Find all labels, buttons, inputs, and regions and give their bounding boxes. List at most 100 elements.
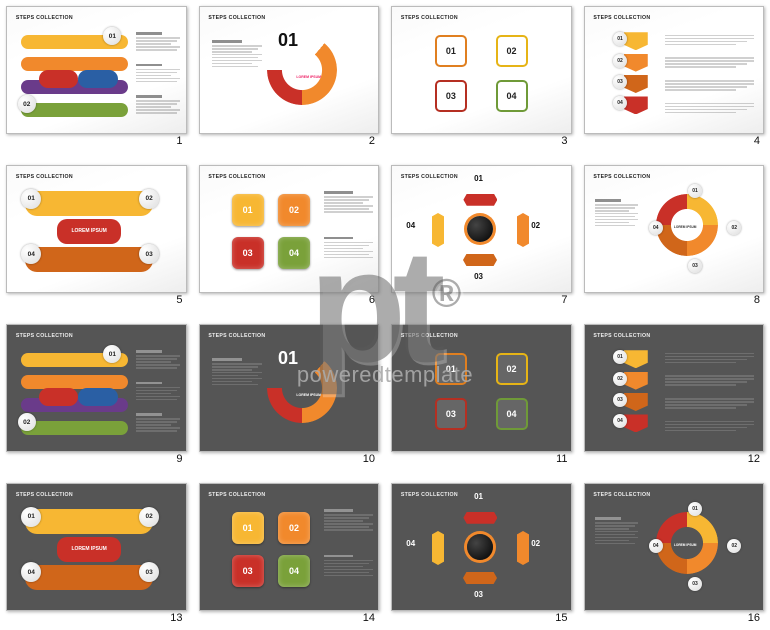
slide-title: STEPS COLLECTION <box>593 333 650 339</box>
thumbnail-grid: STEPS COLLECTION0102 1 STEPS COLLECTION0… <box>0 0 770 630</box>
inner-stripe <box>39 388 78 406</box>
slide-title: STEPS COLLECTION <box>208 492 265 498</box>
slide-number: 8 <box>584 293 765 306</box>
slide-thumbnail[interactable]: STEPS COLLECTION01020304 <box>391 324 572 452</box>
step-badge: 01 <box>21 189 41 209</box>
step-tile: 03 <box>435 398 467 430</box>
slide-title: STEPS COLLECTION <box>593 492 650 498</box>
stripe <box>21 103 128 117</box>
lozenge-step <box>463 194 497 206</box>
slide-title: STEPS COLLECTION <box>16 333 73 339</box>
slide-number: 1 <box>6 134 187 147</box>
lozenge-step <box>432 213 444 247</box>
step-tile: 04 <box>278 555 310 587</box>
inner-stripe <box>78 70 117 88</box>
step-badge: 02 <box>18 95 36 113</box>
slide-thumbnail[interactable]: STEPS COLLECTION01020304 <box>199 165 380 293</box>
chevron-step <box>624 75 648 93</box>
donut-center-label: LOREM IPSUM <box>670 537 700 555</box>
thumbnail-cell: STEPS COLLECTION01020304 12 <box>584 324 765 465</box>
slide-thumbnail[interactable]: STEPS COLLECTION01LOREM IPSUM <box>199 6 380 134</box>
step-badge: 02 <box>139 507 159 527</box>
text-block <box>665 398 754 416</box>
step-tile: 01 <box>435 35 467 67</box>
slide-number: 10 <box>199 452 380 465</box>
slide-thumbnail[interactable]: STEPS COLLECTION0102 <box>6 6 187 134</box>
step-badge: 02 <box>139 189 159 209</box>
slide-thumbnail[interactable]: STEPS COLLECTION01LOREM IPSUM <box>199 324 380 452</box>
slide-title: STEPS COLLECTION <box>401 333 458 339</box>
loop-bar <box>25 191 154 216</box>
step-tile: 03 <box>232 555 264 587</box>
slide-number: 15 <box>391 611 572 624</box>
slide-title: STEPS COLLECTION <box>16 492 73 498</box>
thumbnail-cell: STEPS COLLECTION01LOREM IPSUM 2 <box>199 6 380 147</box>
slide-thumbnail[interactable]: STEPS COLLECTION 01 02 03 04 <box>199 483 380 611</box>
slide-thumbnail[interactable]: STEPS COLLECTIONLOREM IPSUM01020304 <box>6 483 187 611</box>
slide-thumbnail[interactable]: STEPS COLLECTION01020304 <box>584 6 765 134</box>
slide-title: STEPS COLLECTION <box>401 15 458 21</box>
chevron-step <box>624 414 648 432</box>
thumbnail-cell: STEPS COLLECTION01020304 7 <box>391 165 572 306</box>
stripe <box>21 57 128 71</box>
thumbnail-cell: STEPS COLLECTION01LOREM IPSUM 10 <box>199 324 380 465</box>
step-number: 04 <box>406 221 415 230</box>
slide-number: 9 <box>6 452 187 465</box>
text-block <box>324 555 372 593</box>
thumbnail-cell: STEPS COLLECTIONLOREM IPSUM01020304 8 <box>584 165 765 306</box>
slide-thumbnail[interactable]: STEPS COLLECTION01020304 <box>391 483 572 611</box>
lozenge-step <box>517 213 529 247</box>
slide-title: STEPS COLLECTION <box>16 15 73 21</box>
text-block <box>665 353 754 371</box>
slide-title: STEPS COLLECTION <box>208 15 265 21</box>
step-tile: 04 <box>278 237 310 269</box>
slide-thumbnail[interactable]: STEPS COLLECTIONLOREM IPSUM01020304 <box>584 165 765 293</box>
slide-number: 4 <box>584 134 765 147</box>
stripe <box>21 375 128 389</box>
text-block <box>665 80 754 98</box>
slide-title: STEPS COLLECTION <box>208 333 265 339</box>
inner-stripe <box>39 70 78 88</box>
step-number: 04 <box>406 539 415 548</box>
step-badge: 02 <box>613 54 627 68</box>
text-block <box>136 382 181 407</box>
step-tile: 01 <box>232 512 264 544</box>
text-block <box>595 517 638 567</box>
text-block <box>665 103 754 121</box>
thumbnail-cell: STEPS COLLECTIONLOREM IPSUM01020304 5 <box>6 165 187 306</box>
step-tile: 03 <box>435 80 467 112</box>
slide-number: 6 <box>199 293 380 306</box>
slide-thumbnail[interactable]: STEPS COLLECTIONLOREM IPSUM01020304 <box>6 165 187 293</box>
thumbnail-cell: STEPS COLLECTION01020304 11 <box>391 324 572 465</box>
slide-title: STEPS COLLECTION <box>401 492 458 498</box>
slide-thumbnail[interactable]: STEPS COLLECTION01020304 <box>391 165 572 293</box>
text-block <box>136 350 181 375</box>
step-number: 03 <box>474 272 483 281</box>
center-circle <box>467 534 493 560</box>
slide-title: STEPS COLLECTION <box>208 174 265 180</box>
chevron-step <box>624 393 648 411</box>
slide-thumbnail[interactable]: STEPS COLLECTION01020304 <box>584 324 765 452</box>
text-block <box>324 237 372 275</box>
step-tile: 02 <box>496 35 528 67</box>
slide-thumbnail[interactable]: STEPS COLLECTION 01 02 03 04 <box>391 6 572 134</box>
text-block <box>212 40 262 80</box>
chevron-step <box>624 54 648 72</box>
slide-thumbnail[interactable]: STEPS COLLECTION0102 <box>6 324 187 452</box>
loop-bar <box>25 509 154 534</box>
step-number: 03 <box>474 590 483 599</box>
slide-thumbnail[interactable]: STEPS COLLECTIONLOREM IPSUM01020304 <box>584 483 765 611</box>
thumbnail-cell: STEPS COLLECTIONLOREM IPSUM01020304 16 <box>584 483 765 624</box>
slide-number: 11 <box>391 452 572 465</box>
step-tile: 04 <box>496 80 528 112</box>
step-badge: 02 <box>18 413 36 431</box>
lozenge-step <box>463 572 497 584</box>
thumbnail-cell: STEPS COLLECTION01020304 15 <box>391 483 572 624</box>
slide-number: 12 <box>584 452 765 465</box>
stripe <box>21 421 128 435</box>
chevron-step <box>624 96 648 114</box>
thumbnail-cell: STEPS COLLECTION01020304 6 <box>199 165 380 306</box>
step-tile: 01 <box>435 353 467 385</box>
step-tile: 02 <box>278 512 310 544</box>
thumbnail-cell: STEPS COLLECTION01020304 4 <box>584 6 765 147</box>
